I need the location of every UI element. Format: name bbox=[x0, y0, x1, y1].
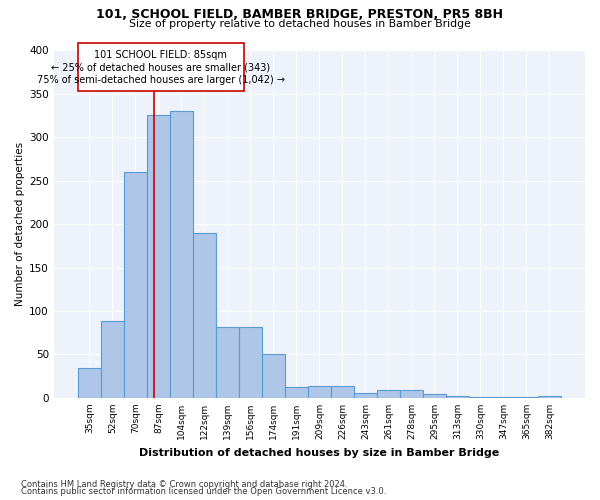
Bar bbox=[101, 322, 124, 398]
Text: 101 SCHOOL FIELD: 85sqm: 101 SCHOOL FIELD: 85sqm bbox=[94, 50, 227, 60]
Bar bbox=[354, 392, 377, 398]
X-axis label: Distribution of detached houses by size in Bamber Bridge: Distribution of detached houses by size … bbox=[139, 448, 500, 458]
Bar bbox=[308, 386, 331, 398]
Bar bbox=[446, 396, 469, 398]
Bar bbox=[170, 111, 193, 398]
Bar bbox=[492, 397, 515, 398]
Bar bbox=[469, 397, 492, 398]
Text: Size of property relative to detached houses in Bamber Bridge: Size of property relative to detached ho… bbox=[129, 19, 471, 29]
Bar bbox=[124, 172, 147, 398]
Text: ← 25% of detached houses are smaller (343): ← 25% of detached houses are smaller (34… bbox=[51, 62, 270, 72]
Bar bbox=[400, 390, 423, 398]
Bar bbox=[239, 326, 262, 398]
FancyBboxPatch shape bbox=[78, 43, 244, 91]
Bar bbox=[538, 396, 561, 398]
Text: 75% of semi-detached houses are larger (1,042) →: 75% of semi-detached houses are larger (… bbox=[37, 74, 285, 85]
Bar bbox=[262, 354, 285, 398]
Bar bbox=[285, 386, 308, 398]
Text: 101, SCHOOL FIELD, BAMBER BRIDGE, PRESTON, PR5 8BH: 101, SCHOOL FIELD, BAMBER BRIDGE, PRESTO… bbox=[97, 8, 503, 20]
Bar bbox=[515, 397, 538, 398]
Bar bbox=[423, 394, 446, 398]
Y-axis label: Number of detached properties: Number of detached properties bbox=[15, 142, 25, 306]
Text: Contains HM Land Registry data © Crown copyright and database right 2024.: Contains HM Land Registry data © Crown c… bbox=[21, 480, 347, 489]
Text: Contains public sector information licensed under the Open Government Licence v3: Contains public sector information licen… bbox=[21, 487, 386, 496]
Bar bbox=[331, 386, 354, 398]
Bar bbox=[193, 233, 216, 398]
Bar bbox=[377, 390, 400, 398]
Bar bbox=[147, 116, 170, 398]
Bar bbox=[78, 368, 101, 398]
Bar bbox=[216, 326, 239, 398]
